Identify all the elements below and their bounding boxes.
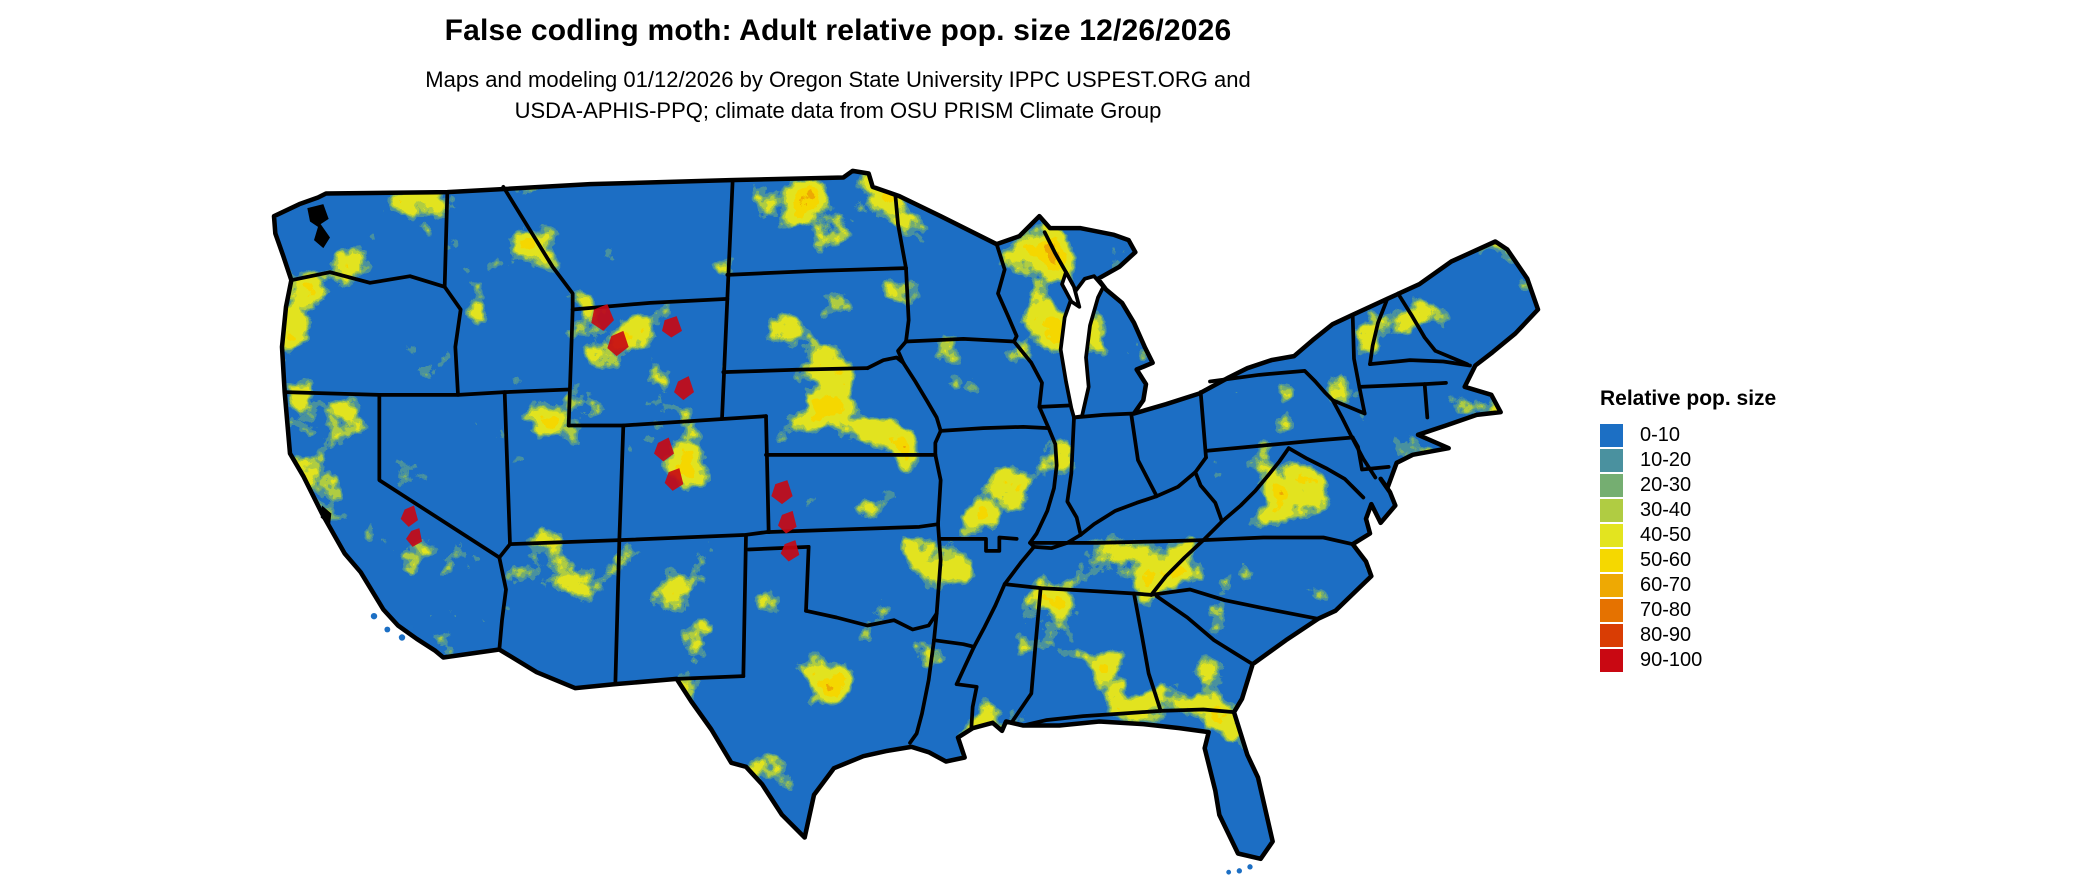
legend-label: 0-10 [1640,424,1681,446]
state-borders [282,178,1472,745]
mountain-red-patches [400,304,800,562]
legend-swatch [1600,599,1623,622]
sf-bay [320,505,332,526]
legend-label: 60-70 [1640,574,1692,596]
legend-item: 30-40 [1600,498,1776,523]
legend-item: 60-70 [1600,573,1776,598]
legend-label: 70-80 [1640,599,1692,621]
legend-swatch [1600,624,1623,647]
legend-swatch [1600,499,1623,522]
legend-item: 0-10 [1600,423,1776,448]
legend-item: 70-80 [1600,598,1776,623]
legend-item: 40-50 [1600,523,1776,548]
us-population-map [270,160,1570,891]
legend-item: 20-30 [1600,473,1776,498]
legend-label: 20-30 [1640,474,1692,496]
legend-swatch [1600,574,1623,597]
map-subtitle: Maps and modeling 01/12/2026 by Oregon S… [188,64,1488,126]
map-svg [270,160,1570,875]
channel-islands [370,612,414,641]
legend-item: 90-100 [1600,648,1776,673]
florida-keys [1226,864,1253,875]
subtitle-line-1: Maps and modeling 01/12/2026 by Oregon S… [425,67,1251,92]
legend-item: 80-90 [1600,623,1776,648]
legend-label: 50-60 [1640,549,1692,571]
legend-title: Relative pop. size [1600,387,1777,410]
legend: Relative pop. size 0-10 10-20 20-30 30-40 40… [1600,387,1776,673]
legend-label: 80-90 [1640,624,1692,646]
legend-label: 90-100 [1640,649,1703,671]
legend-swatch [1600,649,1623,672]
legend-item: 10-20 [1600,448,1776,473]
legend-items: 0-10 10-20 20-30 30-40 40-50 50-60 60-70 70-80 8… [1600,423,1776,673]
map-title: False codling moth: Adult relative pop. … [444,14,1232,47]
legend-label: 40-50 [1640,524,1692,546]
legend-swatch [1600,549,1623,572]
legend-label: 30-40 [1640,499,1692,521]
header: False codling moth: Adult relative pop. … [188,14,1488,126]
legend-swatch [1600,524,1623,547]
subtitle-line-2: USDA-APHIS-PPQ; climate data from OSU PR… [514,98,1162,123]
legend-swatch [1600,449,1623,472]
legend-item: 50-60 [1600,548,1776,573]
legend-label: 10-20 [1640,449,1692,471]
legend-swatch [1600,474,1623,497]
puget-sound [307,204,330,249]
legend-swatch [1600,424,1623,447]
